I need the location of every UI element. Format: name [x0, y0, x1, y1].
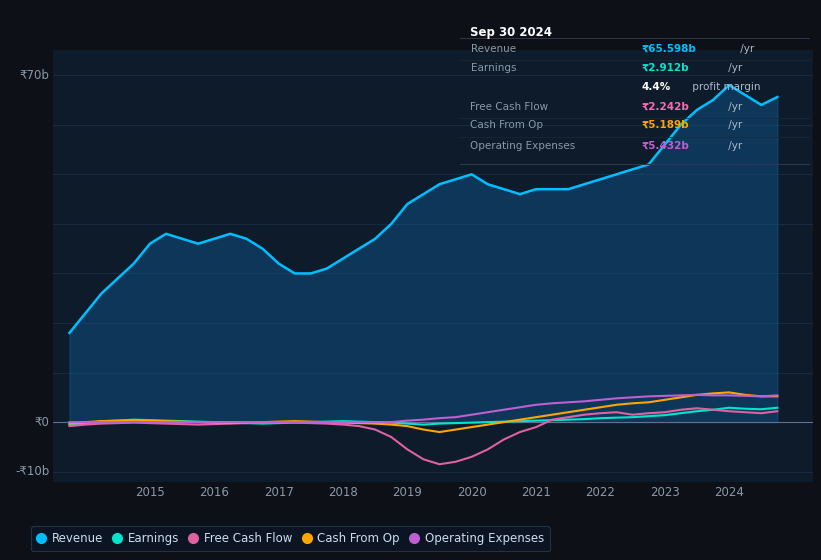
Text: 4.4%: 4.4% [642, 82, 672, 92]
Text: Earnings: Earnings [470, 63, 516, 72]
Text: ₹5.189b: ₹5.189b [642, 120, 690, 130]
Text: profit margin: profit margin [690, 82, 761, 92]
Text: Free Cash Flow: Free Cash Flow [470, 101, 548, 111]
Text: /yr: /yr [725, 101, 742, 111]
Text: -₹10b: -₹10b [16, 465, 49, 478]
Text: Revenue: Revenue [470, 44, 516, 54]
Text: ₹2.912b: ₹2.912b [642, 63, 690, 72]
Text: ₹65.598b: ₹65.598b [642, 44, 697, 54]
Text: /yr: /yr [736, 44, 754, 54]
Text: Operating Expenses: Operating Expenses [470, 141, 576, 151]
Text: ₹0: ₹0 [34, 416, 49, 428]
Text: ₹70b: ₹70b [20, 69, 49, 82]
Text: Cash From Op: Cash From Op [470, 120, 544, 130]
Text: /yr: /yr [725, 120, 742, 130]
Text: Sep 30 2024: Sep 30 2024 [470, 26, 553, 39]
Text: /yr: /yr [725, 63, 742, 72]
Text: ₹2.242b: ₹2.242b [642, 101, 690, 111]
Legend: Revenue, Earnings, Free Cash Flow, Cash From Op, Operating Expenses: Revenue, Earnings, Free Cash Flow, Cash … [30, 526, 550, 551]
Text: /yr: /yr [725, 141, 742, 151]
Text: ₹5.432b: ₹5.432b [642, 141, 690, 151]
